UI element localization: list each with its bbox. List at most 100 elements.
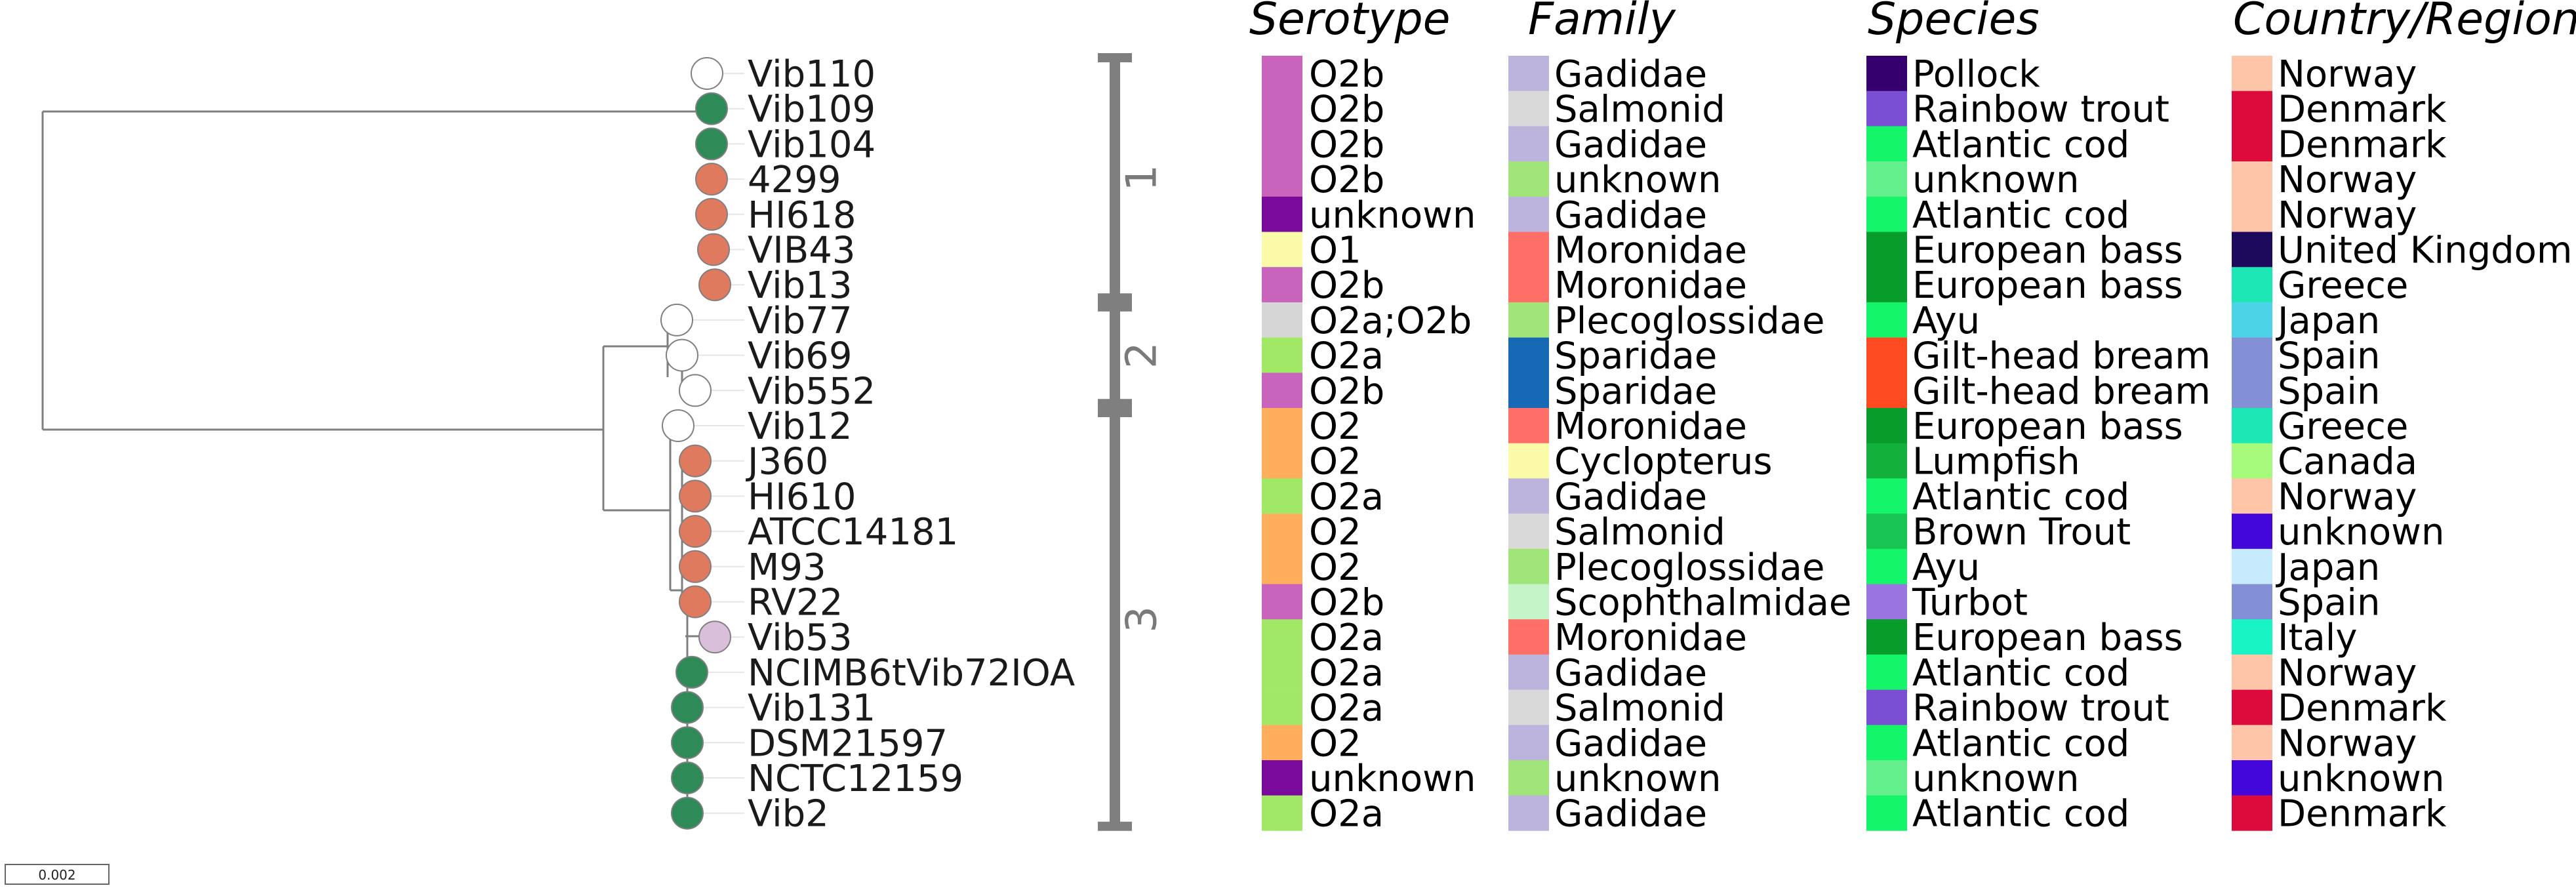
species-color-cell	[1866, 267, 1907, 303]
country-label: Norway	[2278, 652, 2417, 695]
country-label: Italy	[2278, 617, 2358, 659]
leaf-label: Vib53	[748, 617, 852, 659]
family-label: Gadidae	[1554, 53, 1707, 96]
family-label: unknown	[1554, 159, 1721, 201]
species-color-cell	[1866, 619, 1907, 655]
family-label: Sparidae	[1554, 335, 1717, 378]
leaf-label: DSM21597	[748, 722, 948, 765]
species-label: Brown Trout	[1912, 511, 2131, 554]
country-color-cell	[2232, 760, 2272, 796]
clade-label: 1	[1118, 165, 1167, 192]
country-color-cell	[2232, 584, 2272, 620]
species-label: unknown	[1912, 159, 2079, 201]
family-label: Plecoglossidae	[1554, 300, 1824, 342]
country-color-cell	[2232, 161, 2272, 197]
serotype-label: O2b	[1309, 53, 1384, 96]
leaf-node-marker	[679, 374, 712, 407]
family-label: Salmonid	[1554, 89, 1725, 131]
family-color-cell	[1508, 478, 1549, 514]
family-label: Gadidae	[1554, 722, 1707, 765]
country-label: Greece	[2278, 264, 2408, 307]
serotype-color-cell	[1262, 619, 1302, 655]
serotype-label: O2	[1309, 441, 1361, 483]
family-color-cell	[1508, 232, 1549, 268]
country-label: Denmark	[2278, 793, 2447, 836]
country-color-cell	[2232, 267, 2272, 303]
family-color-cell	[1508, 56, 1549, 91]
serotype-color-cell	[1262, 760, 1302, 796]
family-color-cell	[1508, 91, 1549, 127]
family-color-cell	[1508, 126, 1549, 162]
leaf-node-marker	[697, 233, 730, 266]
country-label: Norway	[2278, 476, 2417, 518]
species-label: Atlantic cod	[1912, 793, 2129, 836]
leaf-label: HI618	[748, 194, 856, 237]
serotype-color-cell	[1262, 56, 1302, 91]
country-label: Norway	[2278, 159, 2417, 201]
serotype-color-cell	[1262, 548, 1302, 584]
leaf-label: Vib12	[748, 405, 852, 448]
country-color-cell	[2232, 725, 2272, 761]
header-country: Country/Region	[2233, 0, 2576, 45]
serotype-color-cell	[1262, 302, 1302, 338]
leaf-label: NCIMB6tVib72IOA	[748, 652, 1075, 695]
family-label: Salmonid	[1554, 511, 1725, 554]
species-color-cell	[1866, 514, 1907, 550]
leaf-label: VIB43	[748, 230, 856, 272]
country-color-cell	[2232, 196, 2272, 232]
species-label: Rainbow trout	[1912, 89, 2169, 131]
country-color-cell	[2232, 478, 2272, 514]
species-color-cell	[1866, 56, 1907, 91]
leaf-label: M93	[748, 546, 826, 589]
serotype-color-cell	[1262, 478, 1302, 514]
species-color-cell	[1866, 91, 1907, 127]
country-label: Denmark	[2278, 687, 2447, 730]
species-color-cell	[1866, 478, 1907, 514]
country-label: Japan	[2276, 300, 2380, 342]
serotype-color-cell	[1262, 232, 1302, 268]
serotype-color-cell	[1262, 795, 1302, 831]
leaf-node-marker	[695, 92, 728, 125]
family-label: Moronidae	[1554, 405, 1747, 448]
serotype-label: O2b	[1309, 582, 1384, 624]
serotype-label: O2a	[1309, 335, 1384, 378]
family-color-cell	[1508, 725, 1549, 761]
species-label: European bass	[1912, 617, 2183, 659]
country-color-cell	[2232, 689, 2272, 725]
family-label: Gadidae	[1554, 123, 1707, 166]
family-color-cell	[1508, 795, 1549, 831]
leaf-node-marker	[671, 796, 704, 830]
species-label: European bass	[1912, 264, 2183, 307]
leaf-node-marker	[675, 655, 708, 689]
country-color-cell	[2232, 373, 2272, 409]
serotype-label: O2a	[1309, 687, 1384, 730]
serotype-color-cell	[1262, 373, 1302, 409]
serotype-color-cell	[1262, 196, 1302, 232]
serotype-color-cell	[1262, 337, 1302, 373]
serotype-color-cell	[1262, 91, 1302, 127]
serotype-label: O2b	[1309, 264, 1384, 307]
family-label: Gadidae	[1554, 194, 1707, 237]
country-label: Spain	[2278, 582, 2380, 624]
family-color-cell	[1508, 548, 1549, 584]
scale-bar: 0.002	[5, 864, 110, 885]
clade-label: 2	[1118, 342, 1167, 369]
family-label: Gadidae	[1554, 793, 1707, 836]
family-label: Plecoglossidae	[1554, 546, 1824, 589]
serotype-label: O2a	[1309, 793, 1384, 836]
country-color-cell	[2232, 619, 2272, 655]
leaf-node-marker	[679, 550, 712, 583]
species-color-cell	[1866, 654, 1907, 690]
leaf-label: Vib109	[748, 89, 875, 131]
species-color-cell	[1866, 725, 1907, 761]
species-label: Atlantic cod	[1912, 194, 2129, 237]
serotype-color-cell	[1262, 126, 1302, 162]
species-color-cell	[1866, 373, 1907, 409]
family-color-cell	[1508, 196, 1549, 232]
country-color-cell	[2232, 337, 2272, 373]
serotype-label: O2b	[1309, 123, 1384, 166]
species-label: Atlantic cod	[1912, 722, 2129, 765]
species-color-cell	[1866, 196, 1907, 232]
family-label: Moronidae	[1554, 230, 1747, 272]
